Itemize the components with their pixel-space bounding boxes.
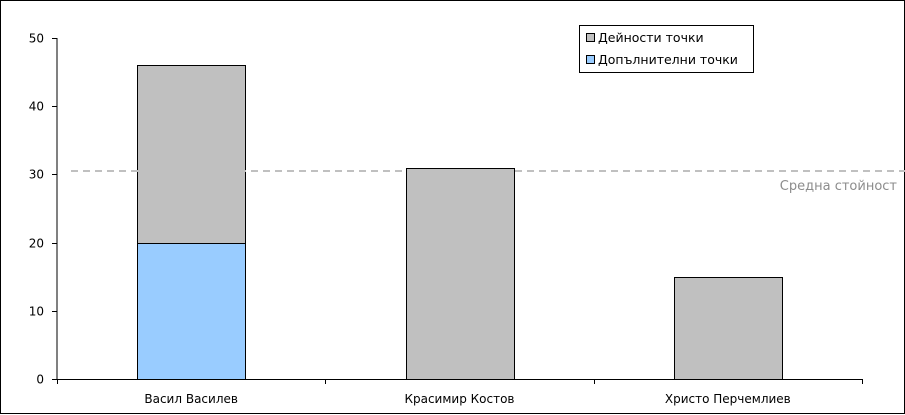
bar-segment [137, 243, 246, 380]
y-axis: 0 10 20 30 40 50 [29, 32, 58, 387]
y-tick-label: 10 [29, 305, 44, 319]
legend-box [579, 25, 754, 73]
legend-swatch [586, 55, 595, 64]
x-axis: Васил Василев Красимир Костов Христо Перче… [57, 379, 863, 406]
legend: Дейности точки Допълнителни точки [579, 25, 754, 73]
legend-label: Дейности точки [598, 30, 704, 45]
y-tick-label: 50 [29, 32, 44, 46]
y-tick-label: 30 [29, 168, 44, 182]
bars [137, 65, 783, 380]
bar-segment [406, 168, 515, 380]
bar-segment [137, 65, 246, 244]
x-category-label: Васил Василев [144, 392, 238, 406]
y-tick-label: 20 [29, 237, 44, 251]
y-tick-label: 40 [29, 100, 44, 114]
average-reference-label: Средна стойност [780, 179, 898, 194]
x-category-label: Христо Перчемлиев [665, 392, 791, 406]
legend-label: Допълнителни точки [598, 52, 738, 67]
y-tick-label: 0 [36, 373, 44, 387]
reference-line-group: Средна стойност [71, 169, 905, 194]
legend-swatch [586, 33, 595, 42]
x-category-label: Красимир Костов [404, 392, 514, 406]
bar-segment [674, 277, 783, 380]
